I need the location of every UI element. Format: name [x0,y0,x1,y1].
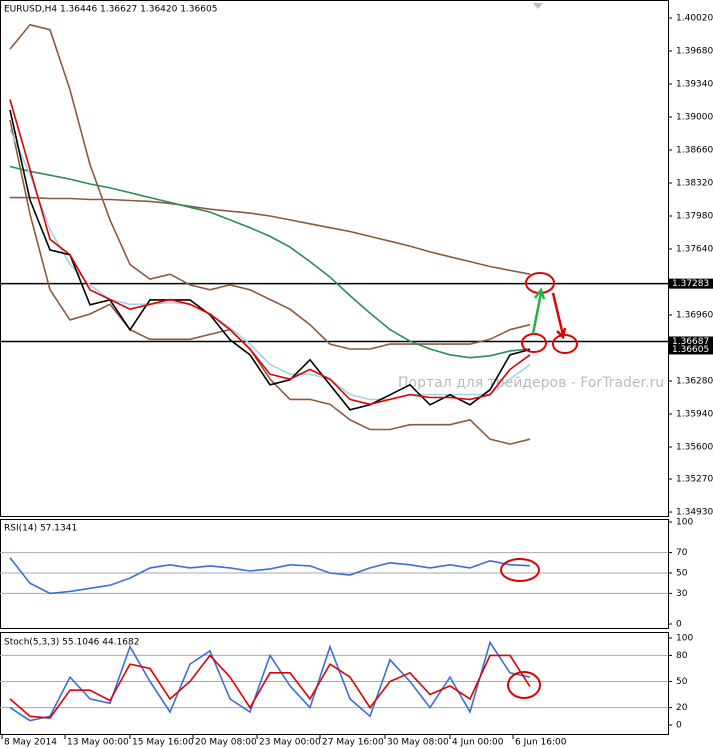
y-tick-label: 30 [676,589,688,599]
series-line [9,640,531,722]
y-tick-label: 1.40020 [676,14,713,24]
price-label: 1.36687 [672,337,709,347]
panel-title: RSI(14) 57.1341 [4,524,77,534]
y-tick-label: 0 [676,620,682,630]
x-tick-label: 13 May 00:00 [67,738,129,748]
x-tick-label: 8 May 2014 [4,738,57,748]
x-tick-label: 15 May 16:00 [132,738,194,748]
series-line [9,99,531,406]
y-tick-label: 70 [676,548,688,558]
series-line [9,557,531,595]
y-tick-label: 1.39340 [676,80,713,90]
y-tick-label: 1.35600 [676,442,713,452]
shift-marker [533,3,543,9]
stoch-panel [0,632,669,735]
y-tick-label: 1.38320 [676,179,713,189]
y-tick-label: 80 [676,651,688,661]
y-tick-label: 50 [676,569,688,579]
y-tick-label: 1.38660 [676,146,713,156]
arrow-up [531,287,546,335]
panel-title: Stoch(5,3,3) 55.1046 44.1682 [4,638,139,648]
y-tick-label: 100 [676,634,693,644]
circle [500,558,540,582]
y-tick-label: 0 [676,721,682,731]
panel-title: EURUSD,H4 1.36446 1.36627 1.36420 1.3660… [4,5,217,15]
price-label: 1.37283 [672,279,709,289]
series-line [9,119,531,445]
price-label-box [669,344,713,355]
watermark: Портал для трейдеров - ForTrader.ru [398,375,664,391]
y-tick-label: 1.36280 [676,376,713,386]
circle [507,671,541,699]
x-tick-label: 6 Jun 16:00 [515,738,567,748]
price-label-box [669,336,713,347]
y-tick-label: 1.39680 [676,47,713,57]
x-tick-label: 20 May 08:00 [195,738,257,748]
series-line [9,654,531,719]
series-line [10,196,531,275]
y-tick-label: 1.35270 [676,475,713,485]
x-tick-label: 23 May 00:00 [259,738,321,748]
y-tick-label: 50 [676,677,688,687]
price-label-box [669,278,713,289]
x-tick-label: 30 May 08:00 [387,738,449,748]
y-tick-label: 1.37640 [676,245,713,255]
y-tick-label: 100 [676,518,693,528]
main-panel [0,0,669,517]
x-tick-label: 4 Jun 00:00 [452,738,504,748]
price-label: 1.36605 [672,345,709,355]
series-line [9,23,531,350]
series-line [9,129,531,401]
y-tick-label: 1.39000 [676,113,713,123]
y-tick-label: 1.34930 [676,508,713,518]
x-tick-label: 27 May 16:00 [322,738,384,748]
y-tick-label: 1.35940 [676,409,713,419]
annotations [500,272,578,699]
circle [552,334,578,354]
y-tick-label: 1.37980 [676,212,713,222]
series-line [9,165,531,359]
arrow-down [551,292,567,340]
y-tick-label: 20 [676,703,688,713]
y-tick-label: 1.36960 [676,311,713,321]
